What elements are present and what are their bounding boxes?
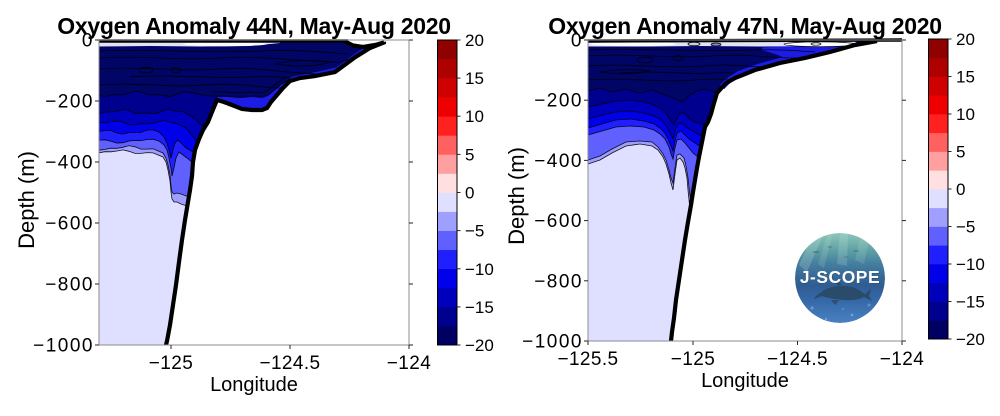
svg-text:−200: −200	[534, 91, 583, 112]
svg-text:20: 20	[465, 31, 484, 50]
svg-text:−600: −600	[45, 214, 94, 235]
svg-text:−124: −124	[880, 349, 924, 370]
svg-text:−600: −600	[534, 211, 583, 232]
svg-text:−200: −200	[45, 92, 94, 113]
svg-text:−5: −5	[956, 218, 975, 237]
svg-text:−20: −20	[956, 330, 985, 349]
svg-text:Oxygen Anomaly 44N, May-Aug 20: Oxygen Anomaly 44N, May-Aug 2020	[57, 13, 450, 39]
svg-text:−5: −5	[465, 222, 484, 241]
svg-text:10: 10	[956, 105, 975, 124]
svg-text:Depth (m): Depth (m)	[504, 147, 529, 245]
svg-text:15: 15	[465, 69, 484, 88]
svg-text:15: 15	[956, 68, 975, 87]
svg-text:5: 5	[465, 145, 474, 164]
svg-text:Longitude: Longitude	[701, 370, 789, 392]
svg-text:0: 0	[465, 184, 474, 203]
svg-text:−124.5: −124.5	[259, 353, 320, 374]
svg-text:0: 0	[82, 31, 94, 52]
svg-text:J-SCOPE: J-SCOPE	[800, 267, 880, 287]
svg-text:−125.5: −125.5	[557, 349, 618, 370]
svg-text:−800: −800	[534, 271, 583, 292]
svg-text:−800: −800	[45, 275, 94, 296]
svg-text:−125: −125	[149, 353, 193, 374]
svg-text:0: 0	[571, 31, 583, 52]
svg-text:Longitude: Longitude	[210, 374, 298, 396]
svg-text:J-SCOPE: J-SCOPE	[800, 268, 880, 288]
svg-text:Oxygen Anomaly 47N, May-Aug 20: Oxygen Anomaly 47N, May-Aug 2020	[548, 13, 941, 39]
svg-text:−400: −400	[45, 153, 94, 174]
svg-text:−20: −20	[465, 336, 494, 355]
svg-text:Depth (m): Depth (m)	[14, 151, 39, 249]
svg-text:−10: −10	[465, 260, 494, 279]
svg-text:0: 0	[956, 180, 965, 199]
svg-text:−10: −10	[956, 255, 985, 274]
svg-text:−400: −400	[534, 151, 583, 172]
svg-text:20: 20	[956, 30, 975, 49]
svg-text:−15: −15	[956, 293, 985, 312]
svg-text:−15: −15	[465, 298, 494, 317]
svg-text:5: 5	[956, 143, 965, 162]
svg-text:−124.5: −124.5	[767, 349, 828, 370]
svg-text:−1000: −1000	[522, 332, 583, 353]
svg-text:−124: −124	[387, 353, 431, 374]
svg-text:10: 10	[465, 107, 484, 126]
svg-text:−1000: −1000	[33, 336, 94, 357]
svg-text:−125: −125	[671, 349, 715, 370]
